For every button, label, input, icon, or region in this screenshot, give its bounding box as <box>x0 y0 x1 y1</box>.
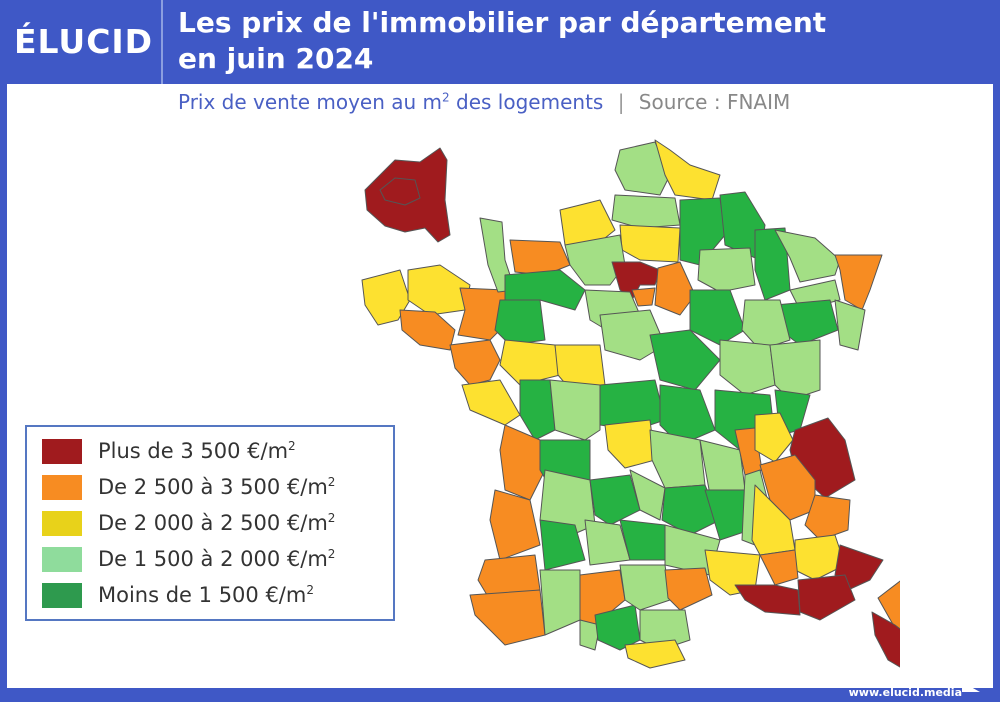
legend-swatch-dark-red <box>42 438 82 464</box>
legend-swatch-green <box>42 582 82 608</box>
legend-swatch-light-green <box>42 546 82 572</box>
header-divider <box>161 0 163 84</box>
page-title: Les prix de l'immobilier par département… <box>178 5 826 77</box>
map-legend: Plus de 3 500 €/m2 De 2 500 à 3 500 €/m2… <box>25 425 395 621</box>
legend-swatch-orange <box>42 474 82 500</box>
subtitle-separator: | <box>617 90 625 114</box>
subtitle: Prix de vente moyen au m2 des logements … <box>178 90 790 114</box>
header: ÉLUCID Les prix de l'immobilier par dépa… <box>0 0 1000 84</box>
title-line-2: en juin 2024 <box>178 42 374 75</box>
legend-label: De 2 000 à 2 500 €/m2 <box>98 511 336 535</box>
legend-item-very-high: Plus de 3 500 €/m2 <box>42 437 296 465</box>
legend-label: De 1 500 à 2 000 €/m2 <box>98 547 336 571</box>
subtitle-text: Prix de vente moyen au m <box>178 90 443 114</box>
legend-item-very-low: Moins de 1 500 €/m2 <box>42 581 314 609</box>
legend-swatch-yellow <box>42 510 82 536</box>
legend-item-mid: De 2 000 à 2 500 €/m2 <box>42 509 335 537</box>
title-line-1: Les prix de l'immobilier par département <box>178 6 827 39</box>
legend-label: Plus de 3 500 €/m2 <box>98 439 296 463</box>
subtitle-superscript: 2 <box>442 90 450 105</box>
france-department-map <box>361 139 900 669</box>
legend-item-low: De 1 500 à 2 000 €/m2 <box>42 545 335 573</box>
source-label: Source : FNAIM <box>638 90 791 114</box>
legend-item-high: De 2 500 à 3 500 €/m2 <box>42 473 335 501</box>
elucid-flag-icon <box>962 682 980 692</box>
subtitle-text-after: des logements <box>449 90 604 114</box>
legend-label: De 2 500 à 3 500 €/m2 <box>98 475 336 499</box>
paris-inset <box>364 147 451 243</box>
legend-label: Moins de 1 500 €/m2 <box>98 583 314 607</box>
elucid-logo: ÉLUCID <box>14 22 154 61</box>
footer-url: www.elucid.media <box>848 686 962 699</box>
